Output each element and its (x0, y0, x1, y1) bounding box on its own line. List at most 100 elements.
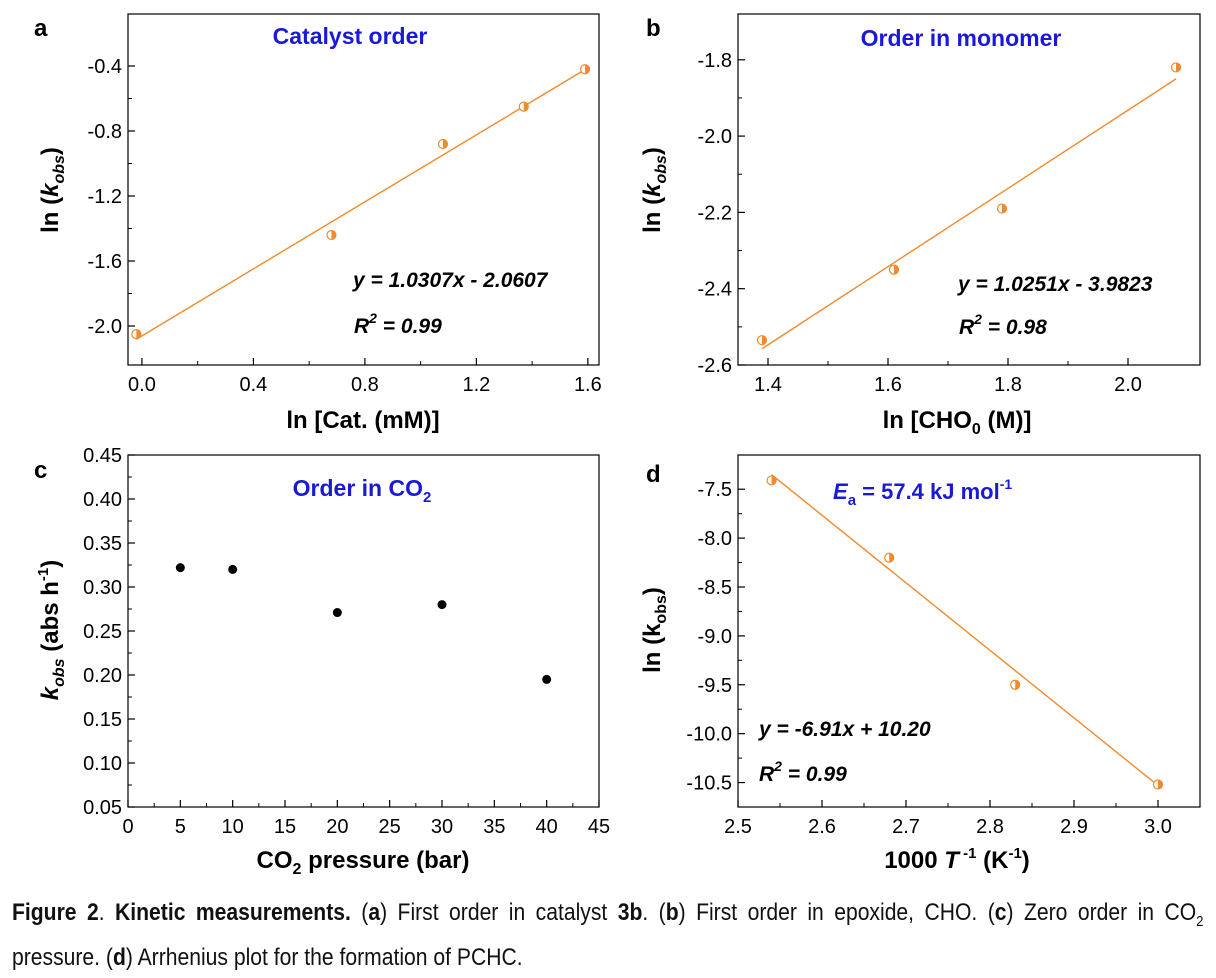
panel-letter-d: d (646, 461, 661, 488)
panel-c: c Order in CO2 0 5 10 15 20 25 30 35 40 45 0.05 0.1… (34, 445, 610, 878)
plot-frame-c (127, 454, 600, 808)
xlabel-c: CO2 pressure (bar) (257, 847, 470, 878)
y-tick-label-b: -2.4 (698, 279, 732, 301)
x-tick-label-c: 5 (175, 816, 186, 838)
panel-d: d Ea = 57.4 kJ mol-1 2.5 2.6 2.7 2.8 2.9 3.0 -… (639, 454, 1201, 874)
title-d: Ea = 57.4 kJ mol-1 (833, 476, 1012, 509)
equation-a: y = 1.0307x - 2.0607 (352, 269, 549, 292)
x-tick-label-c: 10 (222, 816, 244, 838)
x-tick-label-d: 2.9 (1060, 816, 1088, 838)
y-tick-label-c: 0.35 (83, 533, 122, 555)
y-tick-label-a: -2.0 (88, 316, 122, 338)
y-tick-label-b: -2.2 (698, 202, 732, 224)
x-tick-label-c: 20 (326, 816, 348, 838)
y-tick-label-a: -0.8 (88, 121, 122, 143)
x-tick-label-c: 35 (483, 816, 505, 838)
y-tick-label-c: 0.45 (83, 445, 122, 467)
y-tick-label-d: -9.5 (698, 675, 732, 697)
y-tick-label-b: -1.8 (698, 50, 732, 72)
figure-caption: Figure 2. Kinetic measurements. (a) Firs… (12, 899, 1204, 971)
data-point-b (756, 335, 768, 346)
data-point-c (228, 564, 238, 574)
y-tick-label-c: 0.20 (83, 665, 122, 687)
ylabel-a: ln (kobs) (37, 147, 68, 233)
x-tick-label-b: 2.0 (1114, 374, 1142, 396)
data-point-d (884, 552, 895, 563)
panel-letter-c: c (34, 457, 47, 484)
y-tick-label-d: -9.0 (698, 626, 732, 648)
y-tick-label-a: -1.2 (88, 186, 122, 208)
plot-frame-a (127, 13, 600, 366)
data-point-a (437, 138, 449, 150)
y-tick-label-d: -10.0 (686, 724, 732, 746)
r2-b: R2 = 0.98 (959, 311, 1047, 339)
x-tick-label-c: 25 (379, 816, 401, 838)
x-tick-label-c: 30 (431, 816, 453, 838)
y-tick-label-d: -8.0 (698, 528, 732, 550)
x-tick-label-a: 0.4 (240, 374, 268, 396)
fit-line-d (771, 474, 1159, 787)
x-tick-label-d: 2.6 (808, 816, 836, 838)
ylabel-c: kobs (abs h-1) (35, 560, 68, 701)
x-tick-label-b: 1.8 (994, 374, 1022, 396)
y-tick-label-c: 0.05 (83, 797, 122, 819)
fit-line-a (136, 67, 589, 340)
data-point-a (579, 64, 591, 75)
y-tick-label-c: 0.30 (83, 577, 122, 599)
plot-frame-d (737, 454, 1201, 808)
x-tick-label-d: 2.8 (976, 816, 1004, 838)
x-tick-label-c: 0 (122, 816, 133, 838)
ylabel-d: ln (kobs) (639, 587, 670, 673)
data-point-a (326, 229, 337, 241)
title-b: Order in monomer (861, 25, 1062, 51)
y-tick-label-c: 0.25 (83, 621, 122, 643)
x-tick-label-d: 2.5 (724, 816, 752, 838)
r2-d: R2 = 0.99 (759, 758, 847, 786)
xlabel-a: ln [Cat. (mM)] (286, 407, 439, 434)
equation-b: y = 1.0251x - 3.9823 (957, 273, 1153, 296)
x-tick-label-b: 1.4 (754, 374, 782, 396)
y-tick-label-d: -10.5 (686, 773, 732, 795)
y-tick-label-a: -1.6 (88, 251, 122, 273)
y-tick-label-d: -8.5 (698, 577, 732, 599)
x-tick-label-a: 1.2 (462, 374, 490, 396)
data-point-a (131, 329, 142, 340)
r2-a: R2 = 0.99 (354, 310, 442, 338)
panel-letter-a: a (34, 15, 48, 42)
panel-a: a Catalyst order 0.0 0.4 0.8 1.2 1.6 -2.0 -1.6… (34, 13, 602, 434)
x-tick-label-d: 3.0 (1144, 816, 1172, 838)
data-point-d (766, 475, 777, 486)
y-tick-label-c: 0.15 (83, 709, 122, 731)
x-tick-label-c: 15 (274, 816, 296, 838)
title-a: Catalyst order (273, 23, 428, 49)
x-tick-label-a: 0.0 (128, 374, 156, 396)
data-point-b (1170, 62, 1182, 73)
data-point-d (1010, 679, 1021, 690)
figure-panels: a Catalyst order 0.0 0.4 0.8 1.2 1.6 -2.0 -1.6… (34, 13, 1201, 878)
y-tick-label-c: 0.10 (83, 753, 122, 775)
y-tick-label-b: -2.0 (698, 126, 732, 148)
data-point-d (1152, 779, 1164, 790)
data-point-c (542, 674, 552, 684)
x-tick-label-a: 0.8 (351, 374, 379, 396)
x-tick-label-a: 1.6 (574, 374, 602, 396)
data-point-b (996, 203, 1008, 214)
y-tick-label-c: 0.40 (83, 489, 122, 511)
data-point-c (175, 563, 185, 573)
fit-line-b (761, 78, 1177, 350)
x-tick-label-c: 45 (588, 816, 610, 838)
equation-d: y = -6.91x + 10.20 (758, 718, 931, 741)
panel-b: b Order in monomer 1.4 1.6 1.8 2.0 -2.6 -2.4 -… (639, 13, 1201, 438)
x-tick-label-c: 40 (536, 816, 558, 838)
xlabel-b: ln [CHO0 (M)] (883, 407, 1032, 438)
ylabel-b: ln (kobs) (639, 147, 670, 233)
xlabel-d: 1000 T -1 (K-1) (884, 845, 1030, 874)
data-point-c (332, 608, 342, 618)
data-point-a (518, 101, 529, 112)
panel-letter-b: b (646, 15, 661, 42)
data-point-c (437, 600, 447, 610)
y-tick-label-b: -2.6 (698, 355, 732, 377)
y-tick-label-d: -7.5 (698, 479, 732, 501)
y-tick-label-a: -0.4 (88, 56, 122, 78)
title-c: Order in CO2 (293, 475, 432, 506)
